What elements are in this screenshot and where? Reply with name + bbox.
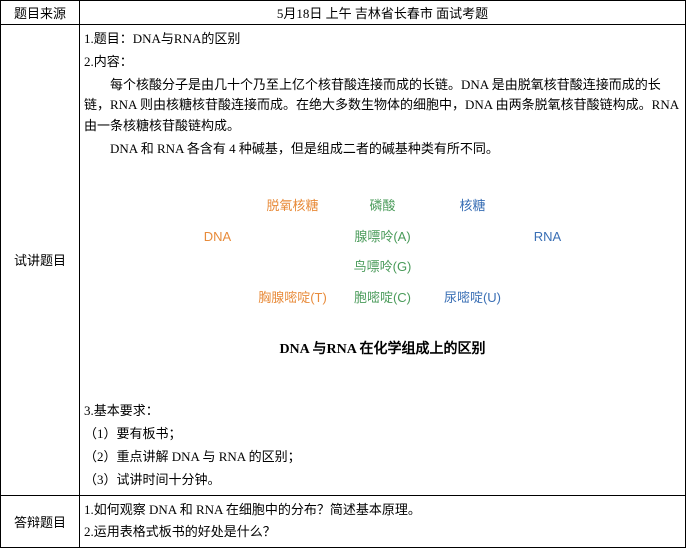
diag-r1-left: 脱氧核糖 <box>248 196 338 217</box>
requirement-1: （1）要有板书； <box>84 424 681 445</box>
exam-table: 题目来源 5月18日 上午 吉林省长春市 面试考题 试讲题目 1.题目：DNA与… <box>0 0 686 548</box>
lecture-title-line: 1.题目：DNA与RNA的区别 <box>84 29 681 50</box>
lecture-para1: 每个核酸分子是由几十个乃至上亿个核苷酸连接而成的长链。DNA 是由脱氧核苷酸连接… <box>84 75 681 137</box>
diag-r4-right: 尿嘧啶(U) <box>428 288 518 309</box>
diag-r2-left: DNA <box>188 227 248 248</box>
header-left-cell: 题目来源 <box>1 1 80 25</box>
requirements-label: 3.基本要求： <box>84 401 681 422</box>
diagram-caption: DNA 与RNA 在化学组成上的区别 <box>84 339 681 361</box>
diagram-row-3: 鸟嘌呤(G) <box>84 257 681 278</box>
diagram-row-4: 胸腺嘧啶(T) 胞嘧啶(C) 尿嘧啶(U) <box>84 288 681 309</box>
diagram-row-1: 脱氧核糖 磷酸 核糖 <box>84 196 681 217</box>
lecture-para2: DNA 和 RNA 各含有 4 种碱基，但是组成二者的碱基种类有所不同。 <box>84 139 681 160</box>
diag-r2-right: RNA <box>518 227 578 248</box>
defense-q2: 2.运用表格式板书的好处是什么？ <box>84 522 681 543</box>
diag-r1-mid: 磷酸 <box>338 196 428 217</box>
diagram-row-2: DNA 腺嘌呤(A) RNA <box>84 227 681 248</box>
defense-label-cell: 答辩题目 <box>1 495 80 548</box>
diag-r1-right: 核糖 <box>428 196 518 217</box>
lecture-label-cell: 试讲题目 <box>1 25 80 496</box>
diag-r2-mid: 腺嘌呤(A) <box>338 227 428 248</box>
lecture-content: 1.题目：DNA与RNA的区别 2.内容： 每个核酸分子是由几十个乃至上亿个核苷… <box>84 29 681 491</box>
defense-row-label: 答辩题目 <box>14 515 66 530</box>
lecture-row-label: 试讲题目 <box>14 253 66 268</box>
requirement-2: （2）重点讲解 DNA 与 RNA 的区别； <box>84 447 681 468</box>
header-right-cell: 5月18日 上午 吉林省长春市 面试考题 <box>80 1 686 25</box>
defense-q1: 1.如何观察 DNA 和 RNA 在细胞中的分布？简述基本原理。 <box>84 500 681 521</box>
defense-content: 1.如何观察 DNA 和 RNA 在细胞中的分布？简述基本原理。 2.运用表格式… <box>84 500 681 544</box>
lecture-content-cell: 1.题目：DNA与RNA的区别 2.内容： 每个核酸分子是由几十个乃至上亿个核苷… <box>80 25 686 496</box>
requirement-3: （3）试讲时间十分钟。 <box>84 470 681 491</box>
lecture-content-label: 2.内容： <box>84 52 681 73</box>
diag-r4-left: 胸腺嘧啶(T) <box>248 288 338 309</box>
header-left-label: 题目来源 <box>14 6 66 21</box>
diag-r4-mid: 胞嘧啶(C) <box>338 288 428 309</box>
diag-r3-mid: 鸟嘌呤(G) <box>338 257 428 278</box>
header-right-text: 5月18日 上午 吉林省长春市 面试考题 <box>277 6 488 21</box>
comparison-diagram: 脱氧核糖 磷酸 核糖 DNA 腺嘌呤(A) RNA <box>84 180 681 392</box>
defense-content-cell: 1.如何观察 DNA 和 RNA 在细胞中的分布？简述基本原理。 2.运用表格式… <box>80 495 686 548</box>
